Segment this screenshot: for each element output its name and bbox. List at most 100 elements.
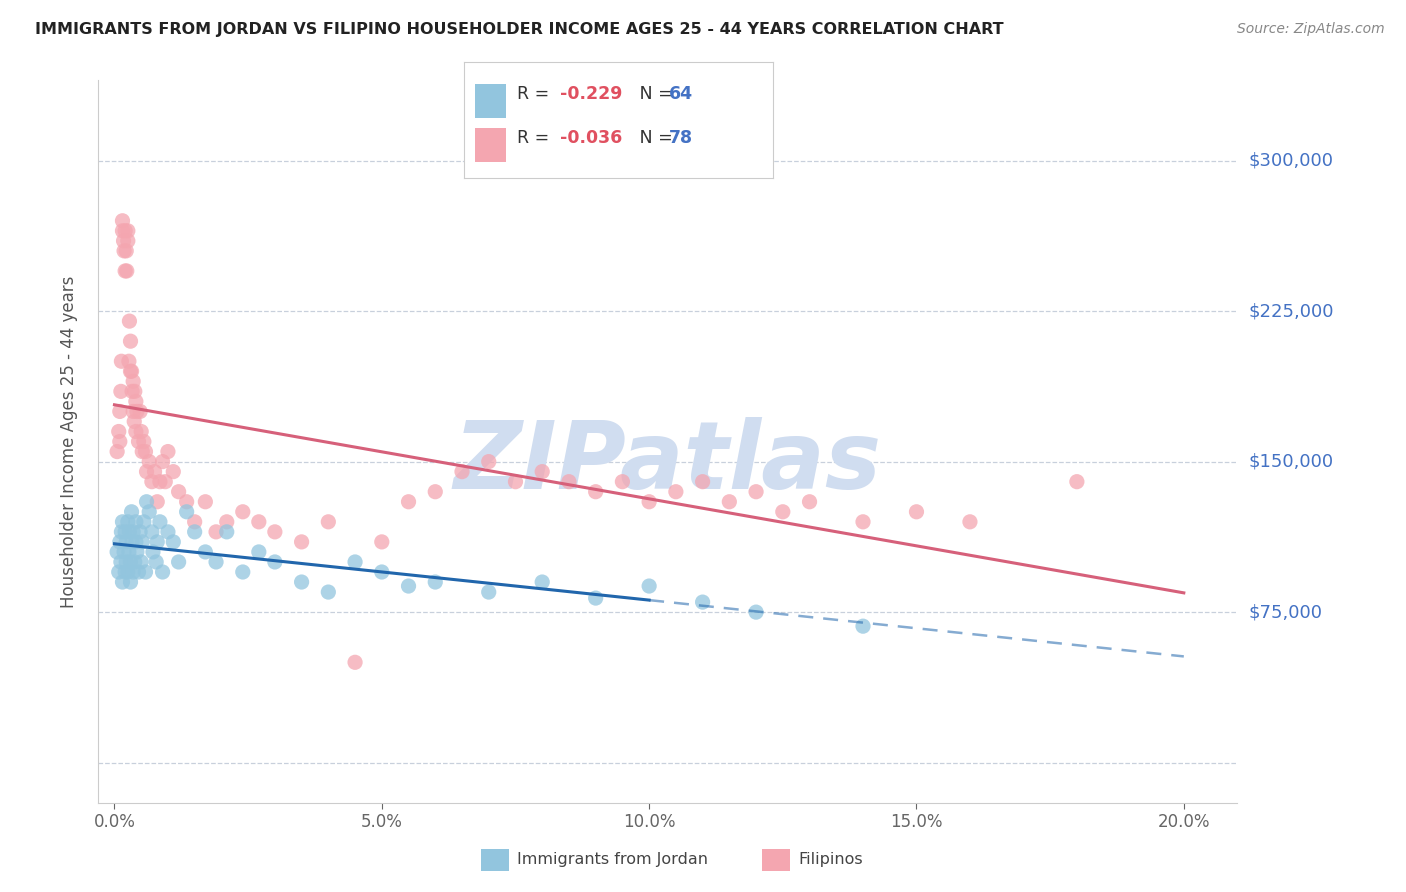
Point [114,565,136,579]
Point [959,515,981,529]
Point [117,234,139,248]
Point [111,213,134,227]
Point [122,374,145,388]
Point [263,524,285,539]
Point [183,515,205,529]
Point [745,605,768,619]
Point [852,515,875,529]
Point [318,585,340,599]
Text: -0.229: -0.229 [560,85,621,103]
Point [111,224,134,238]
Point [665,484,688,499]
Point [121,364,143,378]
Point [745,484,768,499]
Point [120,364,142,378]
Point [120,574,142,589]
Point [585,591,607,606]
Point [318,515,340,529]
Point [167,555,190,569]
Point [585,484,607,499]
Point [638,579,661,593]
Point [152,565,174,579]
Point [145,555,167,569]
Point [128,565,150,579]
Point [108,404,131,418]
Point [558,475,581,489]
Point [291,534,314,549]
Point [122,414,145,428]
Point [112,244,135,258]
Point [118,545,141,559]
Y-axis label: Householder Income Ages 25 - 44 years: Householder Income Ages 25 - 44 years [59,276,77,607]
Text: R =: R = [517,129,555,147]
Point [125,534,148,549]
Text: 64: 64 [669,85,693,103]
Point [122,404,145,418]
Text: ZIPatlas: ZIPatlas [454,417,882,509]
Point [125,404,148,418]
Point [124,384,146,399]
Point [162,465,184,479]
Point [232,505,254,519]
Point [149,515,172,529]
Text: R =: R = [517,85,555,103]
Point [183,524,205,539]
Point [146,534,169,549]
Point [167,484,190,499]
Point [155,475,177,489]
Point [128,434,150,449]
Point [111,515,134,529]
Point [149,475,172,489]
Point [291,574,314,589]
Point [124,555,146,569]
Point [118,354,141,368]
Point [371,534,394,549]
Point [118,314,141,328]
Point [612,475,634,489]
Point [135,465,157,479]
Point [120,334,142,348]
Point [205,555,228,569]
Point [371,565,394,579]
Point [107,425,129,439]
Point [772,505,794,519]
Point [156,524,179,539]
Point [117,515,139,529]
Point [110,555,132,569]
Point [132,515,155,529]
Point [129,524,152,539]
Text: $75,000: $75,000 [1249,603,1323,621]
Point [125,545,148,559]
Point [134,565,156,579]
Point [112,545,135,559]
Point [114,524,136,539]
Point [176,494,198,508]
Point [176,505,198,519]
Point [141,524,163,539]
Point [132,434,155,449]
Point [799,494,821,508]
Point [110,354,132,368]
Point [131,444,153,458]
Point [143,465,166,479]
Point [505,475,527,489]
Point [105,444,128,458]
Point [118,524,141,539]
Point [138,505,160,519]
Point [122,524,145,539]
Point [232,565,254,579]
Point [110,384,132,399]
Point [112,234,135,248]
Text: Immigrants from Jordan: Immigrants from Jordan [517,853,709,867]
Point [129,404,152,418]
Point [194,545,217,559]
Point [114,224,136,238]
Point [115,534,138,549]
Point [108,434,131,449]
Point [344,655,367,669]
Point [247,545,270,559]
Point [398,494,420,508]
Text: N =: N = [623,85,678,103]
Text: $300,000: $300,000 [1249,152,1333,169]
Point [156,444,179,458]
